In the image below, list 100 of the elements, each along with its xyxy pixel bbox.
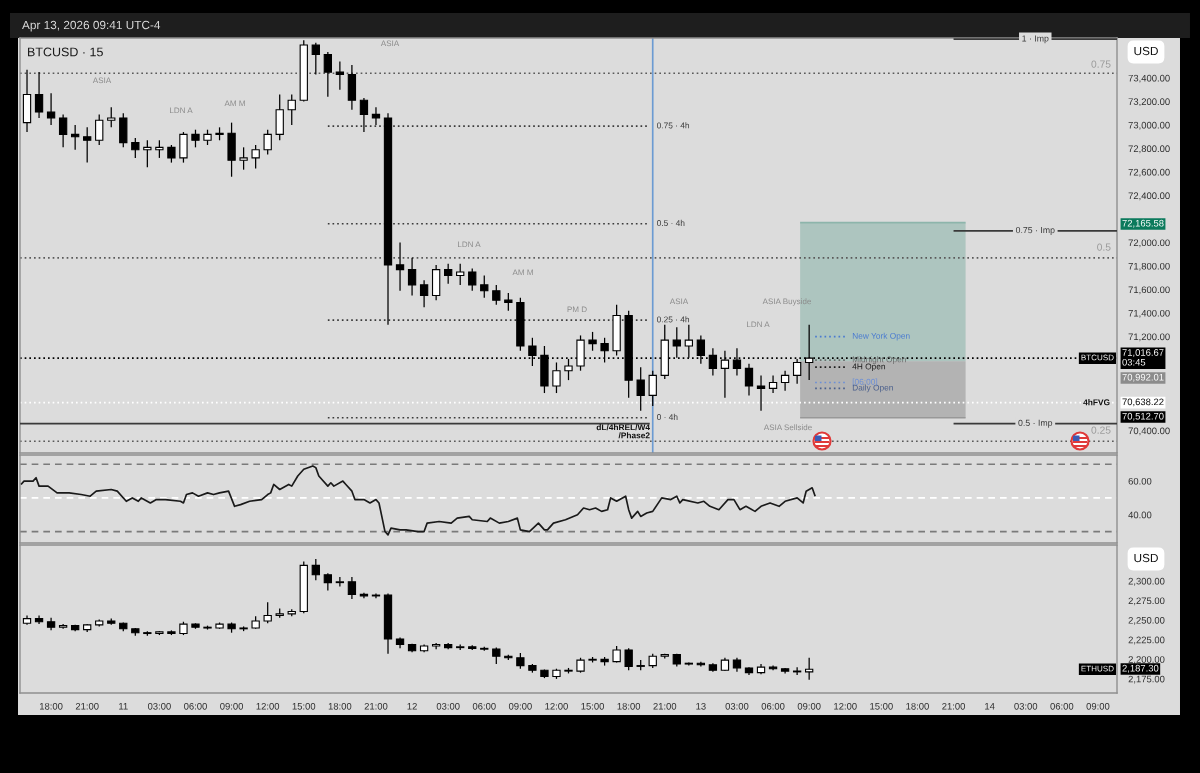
x-tick-label: 15:00: [292, 702, 316, 710]
y-tick-label: 2,275.00: [1128, 597, 1165, 606]
annotation: ASIA: [669, 298, 689, 305]
annotation: dL/4hREL/W4 /Phase2: [596, 424, 650, 439]
x-tick-label: 09:00: [797, 702, 821, 710]
x-tick-label: 21:00: [364, 702, 388, 710]
candlestick: [143, 139, 152, 168]
y-tick-label: 2,300.00: [1128, 577, 1165, 586]
series-label: 0.75 · Imp: [1015, 226, 1055, 235]
candlestick: [335, 60, 345, 91]
y-tick-label: 72,400.00: [1128, 192, 1170, 201]
candlestick: [804, 657, 814, 681]
candlestick: [371, 106, 381, 126]
ref-line-label: 70,638.22: [1122, 398, 1164, 407]
candlestick: [335, 576, 345, 588]
text: BTCUSD: [1081, 354, 1114, 361]
x-tick-label: 03:00: [147, 702, 171, 710]
candlestick: [179, 131, 188, 164]
x-tick-label: 03:00: [1014, 702, 1038, 710]
candlestick: [239, 146, 248, 171]
x-tick-label: 03:00: [725, 702, 749, 710]
x-tick-label: 09:00: [508, 702, 532, 710]
candlestick: [419, 279, 429, 308]
candlestick: [564, 358, 573, 381]
series-label: 0.5 · Imp: [1018, 419, 1053, 428]
text: 2,187.30: [1122, 664, 1159, 673]
y-tick-label: 73,200.00: [1128, 98, 1170, 107]
y-tick-label: 72,800.00: [1128, 145, 1170, 154]
x-tick-label: 21:00: [653, 702, 677, 710]
candlestick: [588, 331, 597, 352]
annotation: LDN A: [458, 241, 481, 248]
x-tick-label: 15:00: [581, 702, 605, 710]
x-tick-label: 14: [985, 703, 995, 710]
y-tick-label: 71,600.00: [1128, 286, 1170, 295]
series-label: 0.25 · 4h: [656, 316, 690, 323]
y-tick-label: 73,400.00: [1128, 74, 1170, 83]
x-tick-label: 21:00: [942, 702, 965, 710]
y-tick-label: 71,800.00: [1128, 262, 1170, 271]
series-label: Midnight Open: [852, 356, 906, 365]
candlestick: [395, 241, 405, 292]
candlestick: [95, 113, 104, 146]
candlestick: [107, 106, 116, 128]
candlestick: [311, 42, 320, 76]
y-tick-label: 73,000.00: [1128, 121, 1170, 130]
x-tick-label: 03:00: [436, 702, 460, 710]
x-tick-label: 12: [407, 702, 417, 710]
candlestick: [780, 370, 790, 392]
candlestick: [359, 97, 369, 133]
candlestick: [58, 113, 68, 148]
series-label: 0 · 4h: [656, 413, 678, 420]
x-tick-label: 09:00: [1086, 702, 1110, 710]
text: 72,165.58: [1122, 219, 1164, 228]
y-tick-label: 2,175.00: [1128, 675, 1165, 684]
candlestick: [263, 129, 272, 156]
candlestick: [552, 361, 561, 394]
series-label: 4H Open: [852, 363, 886, 372]
x-tick-label: 06:00: [1050, 702, 1074, 710]
y-tick-label: 60.00: [1128, 477, 1152, 485]
y-tick-label: 71,400.00: [1128, 309, 1170, 318]
candlestick: [792, 358, 802, 385]
candlestick: [468, 267, 477, 292]
candlestick: [768, 374, 778, 394]
x-tick-label: 18:00: [617, 702, 641, 710]
y-tick-label: 72,000.00: [1128, 239, 1170, 248]
candlestick: [323, 51, 333, 98]
candlestick: [744, 363, 754, 397]
x-tick-label: 15:00: [870, 702, 893, 710]
candlestick: [311, 558, 320, 581]
x-tick-label: 18:00: [328, 702, 352, 710]
series-label: 0.5 · 4h: [656, 219, 685, 226]
y-axis-title: USD: [1134, 553, 1158, 563]
x-tick-label: 06:00: [184, 702, 207, 710]
candlestick: [251, 144, 260, 170]
x-tick-label: 21:00: [75, 702, 99, 710]
candlestick: [456, 263, 465, 286]
annotation: 4hFVG: [1083, 399, 1110, 406]
candlestick: [46, 92, 56, 126]
y-axis-title: USD: [1134, 46, 1158, 56]
candlestick: [444, 263, 453, 285]
annotation: 0.5: [1097, 243, 1111, 251]
series-label: 0.75 · 4h: [656, 122, 690, 129]
x-tick-label: 06:00: [472, 702, 496, 710]
annotation: ASIA: [92, 77, 112, 84]
y-tick-label: 2,250.00: [1128, 617, 1165, 625]
x-tick-label: 12:00: [834, 702, 857, 710]
series-label: New York Open: [852, 332, 910, 341]
y-tick-label: 2,225.00: [1128, 636, 1165, 645]
candlestick: [756, 374, 766, 412]
text: BTCUSD · 15: [28, 47, 103, 57]
x-tick-label: 12:00: [545, 702, 568, 710]
candlestick: [131, 137, 140, 159]
candlestick: [492, 284, 501, 306]
candlestick: [407, 257, 417, 297]
annotation: LDN A: [170, 107, 193, 114]
annotation: AM M: [224, 100, 245, 107]
x-tick-label: 09:00: [220, 702, 244, 710]
candlestick: [287, 93, 296, 126]
candlestick: [636, 366, 645, 412]
y-tick-label: 70,400.00: [1128, 427, 1170, 436]
text: 70,512.70: [1122, 412, 1164, 421]
